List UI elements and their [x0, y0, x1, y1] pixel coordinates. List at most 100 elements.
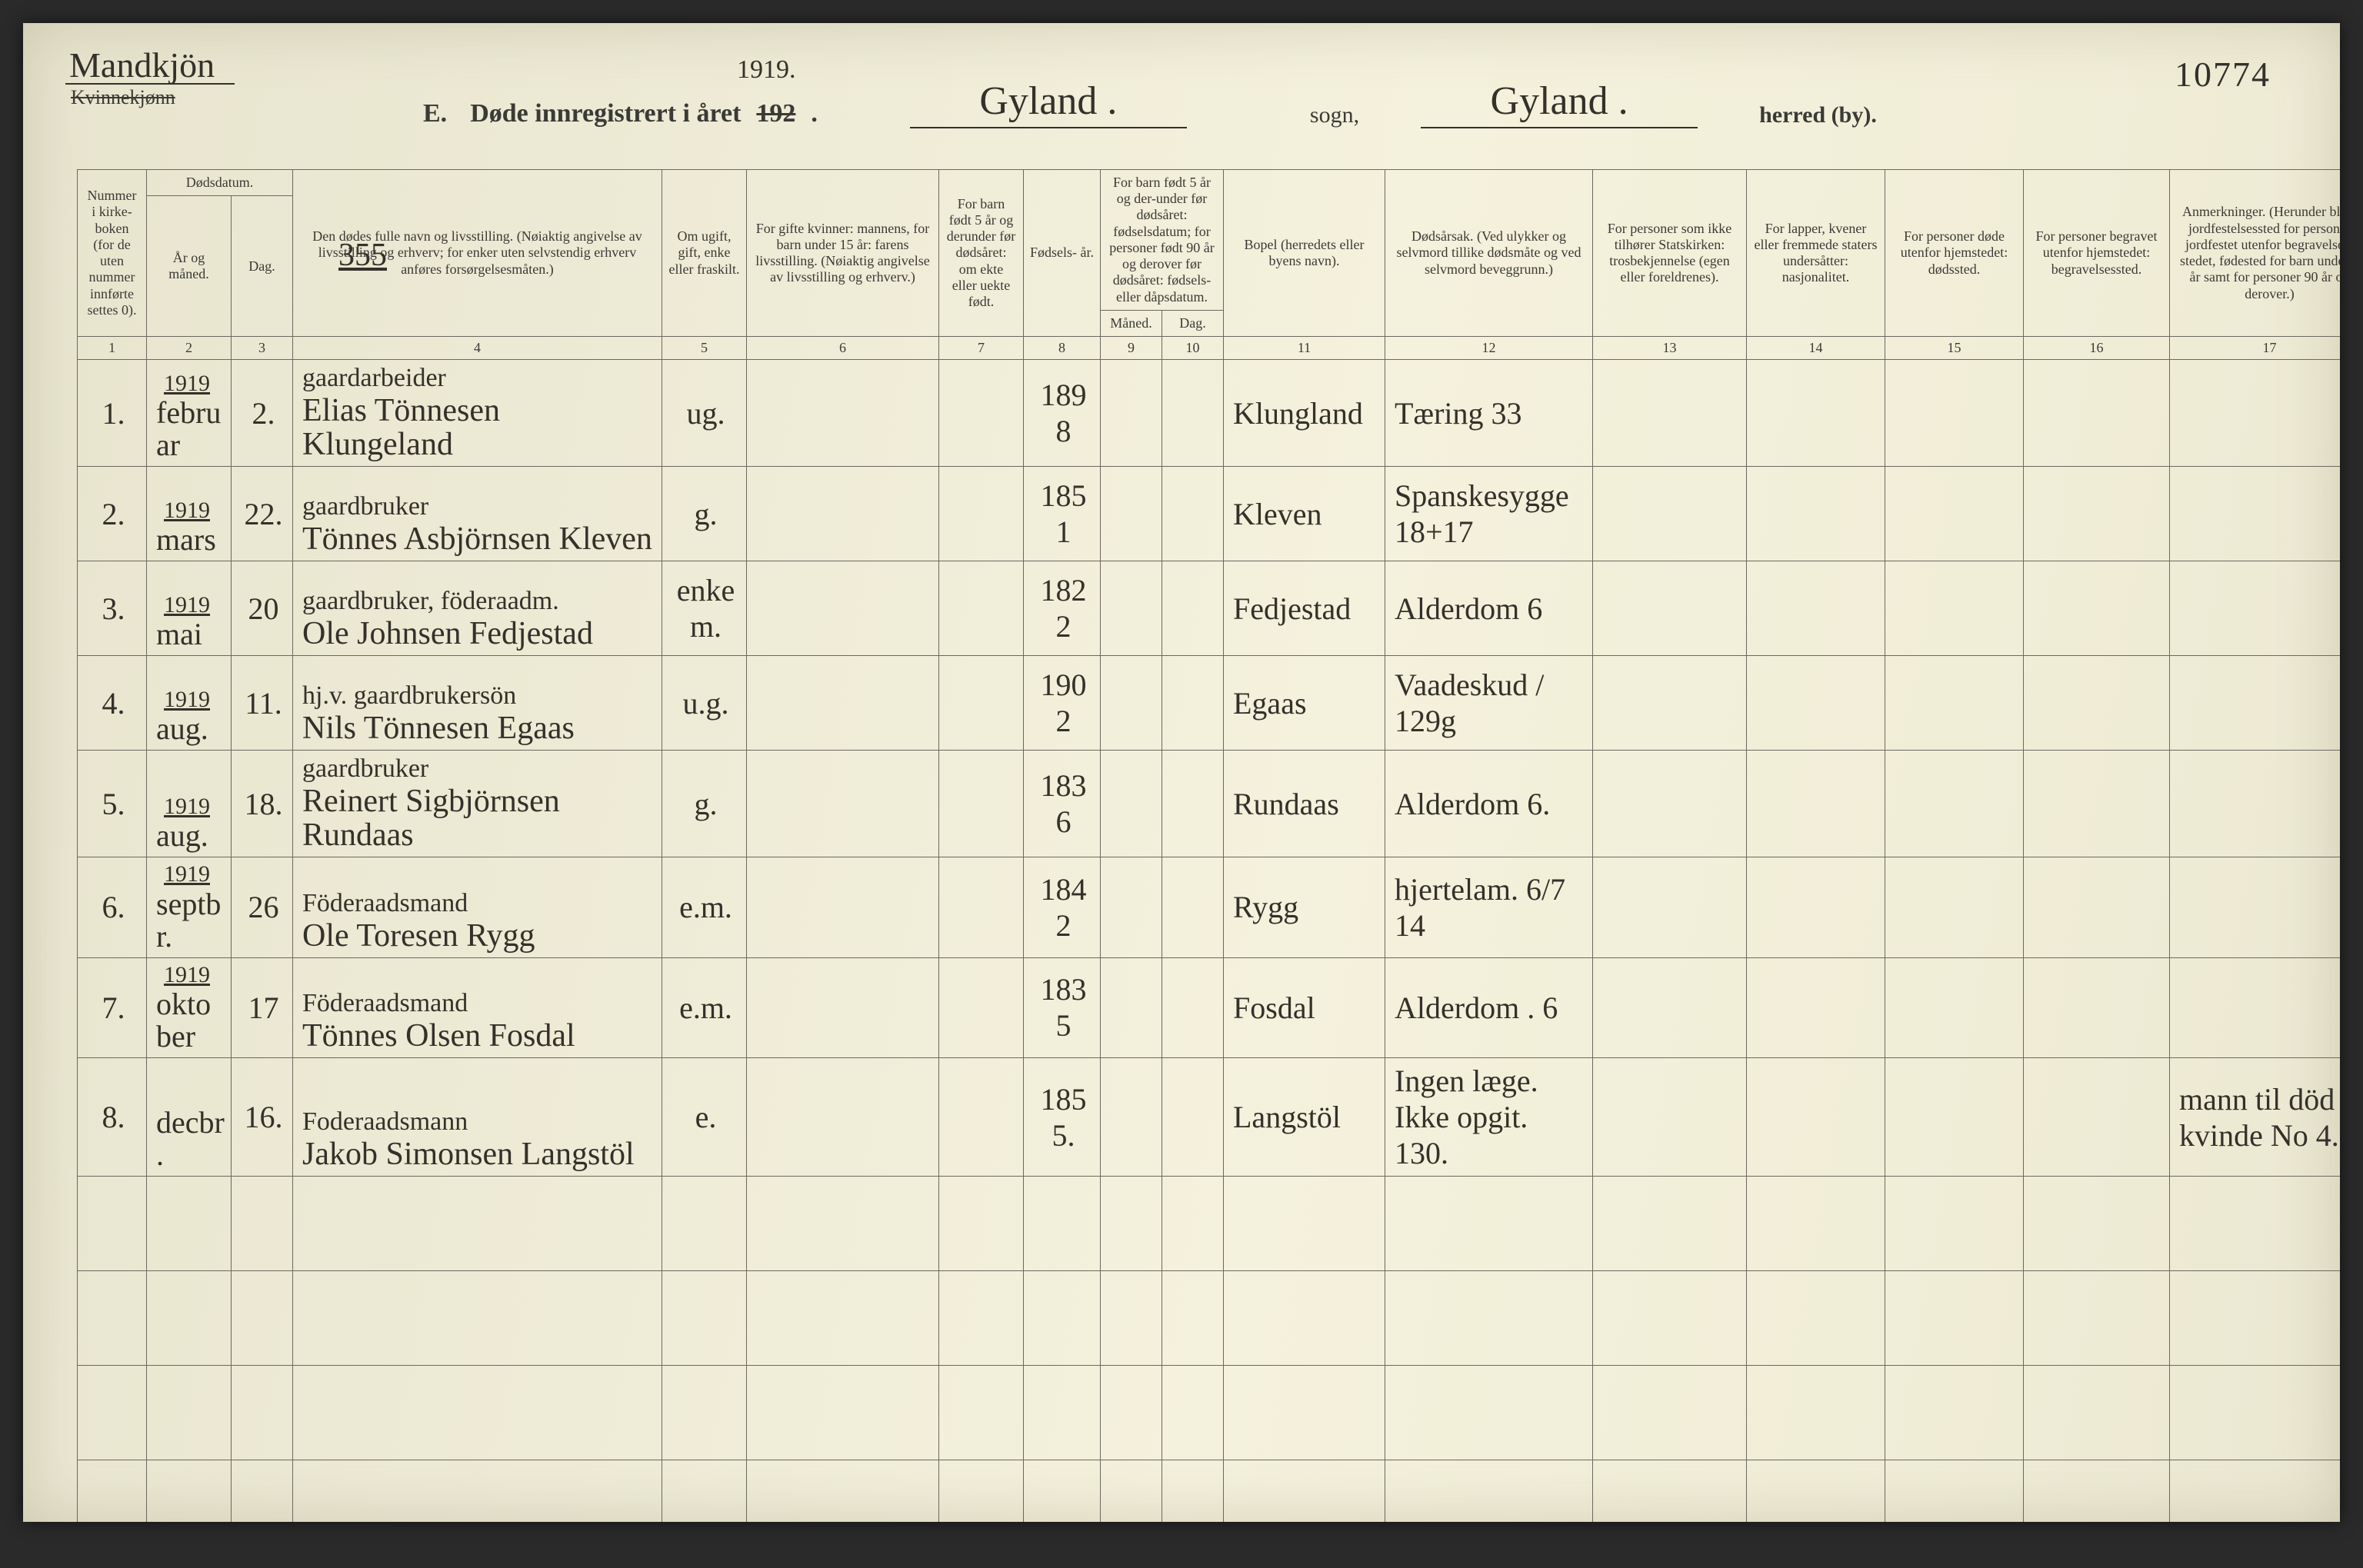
cell-month: decbr. [147, 1058, 232, 1177]
cell-c16 [2024, 360, 2170, 467]
table-row: 8.decbr.16.FoderaadsmannJakob Simonsen L… [78, 1058, 2341, 1177]
cell-c14 [1747, 360, 1885, 467]
colnum-8: 8 [1024, 337, 1101, 360]
cell-c15 [1885, 360, 2024, 467]
cell-day: 16. [232, 1058, 293, 1177]
col-6-header: For gifte kvinner: mannens, for barn und… [747, 170, 939, 337]
empty-cell [1747, 1366, 1885, 1460]
cell-c13 [1593, 751, 1747, 857]
empty-cell [662, 1271, 747, 1366]
cell-c15 [1885, 561, 2024, 656]
col-dodsdatum-header: Dødsdatum. [147, 170, 293, 196]
table-row-empty [78, 1366, 2341, 1460]
empty-cell [662, 1366, 747, 1460]
cell-dob-m [1101, 751, 1162, 857]
cell-civil: enkem. [662, 561, 747, 656]
cell-col7 [939, 1058, 1024, 1177]
cell-c13 [1593, 957, 1747, 1058]
cell-day: 2. [232, 360, 293, 467]
cell-bopel: Klungland [1224, 360, 1385, 467]
empty-cell [293, 1366, 662, 1460]
col-9-header: Måned. [1101, 310, 1162, 336]
cell-c17 [2170, 360, 2341, 467]
cell-num: 5. [78, 751, 147, 857]
cell-col6 [747, 656, 939, 751]
cell-c15 [1885, 467, 2024, 561]
cell-name: hj.v. gaardbrukersönNils Tönnesen Egaas [293, 656, 662, 751]
col-3-header: Dag. [232, 196, 293, 337]
col-4-header: Den dødes fulle navn og livsstilling. (N… [293, 170, 662, 337]
cell-civil: ug. [662, 360, 747, 467]
empty-cell [1224, 1366, 1385, 1460]
empty-cell [662, 1177, 747, 1271]
cell-cause: Alderdom . 6 [1385, 957, 1593, 1058]
colnum-11: 11 [1224, 337, 1385, 360]
cell-dob-m [1101, 1058, 1162, 1177]
empty-cell [78, 1460, 147, 1522]
table-row-empty [78, 1271, 2341, 1366]
empty-cell [1593, 1460, 1747, 1522]
title-row: E. Døde innregistrert i året 192 . Gylan… [423, 78, 2217, 128]
cell-c17 [2170, 751, 2341, 857]
empty-cell [147, 1271, 232, 1366]
colnum-10: 10 [1162, 337, 1224, 360]
col-12-header: Dødsårsak. (Ved ulykker og selvmord till… [1385, 170, 1593, 337]
empty-cell [747, 1366, 939, 1460]
cell-dob-m [1101, 857, 1162, 958]
cell-dob-m [1101, 467, 1162, 561]
empty-cell [1385, 1177, 1593, 1271]
empty-cell [2170, 1366, 2341, 1460]
cell-c13 [1593, 467, 1747, 561]
empty-cell [1162, 1177, 1224, 1271]
cell-bopel: Langstöl [1224, 1058, 1385, 1177]
cell-name: gaardbrukerReinert Sigbjörnsen Rundaas [293, 751, 662, 857]
col-dob-detail-header: For barn født 5 år og der-under før døds… [1101, 170, 1224, 311]
table-row: 2.1919mars22.gaardbrukerTönnes Asbjörnse… [78, 467, 2341, 561]
cell-c16 [2024, 957, 2170, 1058]
empty-cell [1385, 1366, 1593, 1460]
cell-bopel: Rygg [1224, 857, 1385, 958]
cell-col6 [747, 751, 939, 857]
cell-col7 [939, 561, 1024, 656]
cell-num: 6. [78, 857, 147, 958]
table-header: Nummer i kirke- boken (for de uten numme… [78, 170, 2341, 360]
empty-cell [1747, 1460, 1885, 1522]
table-row-empty [78, 1177, 2341, 1271]
empty-cell [1593, 1271, 1747, 1366]
cell-c17 [2170, 561, 2341, 656]
gender-struck-label: Kvinnekjønn [71, 86, 175, 109]
cell-c14 [1747, 751, 1885, 857]
colnum-14: 14 [1747, 337, 1885, 360]
cell-name: FöderaadsmandOle Toresen Rygg [293, 857, 662, 958]
cell-dob-d [1162, 656, 1224, 751]
cell-cause: Tæring 33 [1385, 360, 1593, 467]
cell-c15 [1885, 751, 2024, 857]
cell-month: 1919februar [147, 360, 232, 467]
cell-birth: 1822 [1024, 561, 1101, 656]
cell-name: gaardbruker, föderaadm.Ole Johnsen Fedje… [293, 561, 662, 656]
cell-dob-d [1162, 1058, 1224, 1177]
cell-birth: 1855. [1024, 1058, 1101, 1177]
empty-cell [1885, 1271, 2024, 1366]
cell-c14 [1747, 467, 1885, 561]
table-row: 7.1919oktober17FöderaadsmandTönnes Olsen… [78, 957, 2341, 1058]
empty-cell [939, 1366, 1024, 1460]
cell-cause: Vaadeskud / 129g [1385, 656, 1593, 751]
empty-cell [1024, 1366, 1101, 1460]
empty-cell [1885, 1460, 2024, 1522]
cell-cause: Spanskesygge 18+17 [1385, 467, 1593, 561]
cell-num: 7. [78, 957, 147, 1058]
cell-cause: Alderdom 6. [1385, 751, 1593, 857]
colnum-5: 5 [662, 337, 747, 360]
col-8-header: Fødsels- år. [1024, 170, 1101, 337]
colnum-15: 15 [1885, 337, 2024, 360]
cell-c14 [1747, 561, 1885, 656]
title-year-struck: 192 [756, 99, 795, 128]
colnum-12: 12 [1385, 337, 1593, 360]
cell-bopel: Fedjestad [1224, 561, 1385, 656]
empty-cell [939, 1177, 1024, 1271]
cell-civil: e. [662, 1058, 747, 1177]
cell-c13 [1593, 561, 1747, 656]
cell-name: FöderaadsmandTönnes Olsen Fosdal [293, 957, 662, 1058]
empty-cell [2024, 1177, 2170, 1271]
